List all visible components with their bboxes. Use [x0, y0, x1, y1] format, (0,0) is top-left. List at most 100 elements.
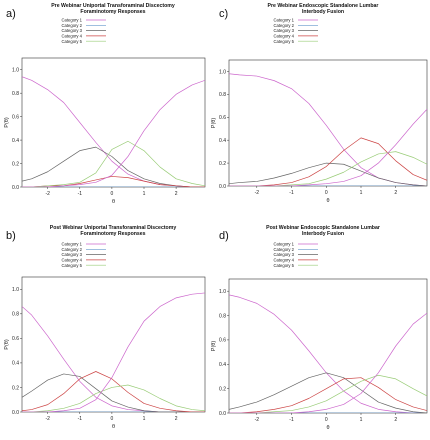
y-tick-label: 0.4: [219, 138, 226, 144]
y-tick-label: 0.6: [12, 114, 19, 120]
series-line: [22, 306, 205, 412]
series-line: [229, 73, 427, 186]
x-tick-label: -1: [78, 416, 83, 422]
chart-panel-a: a) Pre Webinar Uniportal Transforaminal …: [0, 0, 215, 220]
series-line: [22, 146, 205, 187]
chart-panel-c: c) Pre Webinar Endoscopic Standalone Lum…: [211, 0, 430, 220]
legend-label: Category 2: [274, 247, 295, 252]
legend-label: Category 1: [274, 18, 295, 23]
series-line: [229, 312, 427, 413]
x-tick-label: -1: [78, 191, 83, 197]
series-line: [229, 109, 427, 186]
y-tick-label: 0.4: [12, 361, 19, 367]
series-line: [229, 162, 427, 186]
x-axis-label: θ: [112, 199, 115, 205]
panel-title-line: Pre Webinar Uniportal Transforaminal Dis…: [51, 3, 175, 9]
x-axis-label: θ: [326, 425, 329, 431]
panel-title-line: Foraminotomy Responses: [80, 9, 146, 15]
legend-label: Category 5: [274, 263, 295, 268]
panel-title-line: Post Webinar Endoscopic Standalone Lumba…: [266, 225, 380, 231]
panel-title-line: Post Webinar Uniportal Transforaminal Di…: [49, 225, 177, 231]
x-tick-label: 1: [360, 190, 363, 196]
chart-svg: 0.0 0.2 0.4 0.6 0.8 1.0 -2 -1 0 1 2 θ P(θ) Category 1…: [4, 18, 206, 205]
y-axis-label: P(θ): [4, 117, 10, 128]
legend-label: Category 1: [62, 18, 83, 23]
y-tick-label: 0.2: [219, 386, 226, 392]
y-axis-label: P(θ): [211, 118, 217, 129]
series-line: [229, 137, 427, 186]
x-tick-label: 1: [143, 191, 146, 197]
legend-label: Category 5: [62, 39, 83, 44]
plot-frame: [21, 57, 206, 188]
plot-frame: [228, 278, 428, 414]
y-tick-label: 1.0: [219, 289, 226, 295]
y-tick-label: 0.6: [219, 338, 226, 344]
legend-label: Category 1: [274, 242, 295, 247]
legend-label: Category 4: [62, 258, 83, 263]
panel-title-line: Pre Webinar Endoscopic Standalone Lumbar: [267, 3, 379, 9]
panel-title: Post Webinar Endoscopic Standalone Lumba…: [266, 225, 380, 237]
y-tick-label: 0.8: [219, 92, 226, 98]
y-tick-label: 0.6: [12, 336, 19, 342]
y-tick-label: 1.0: [219, 69, 226, 75]
chart-svg: 0.0 0.2 0.4 0.6 0.8 1.0 -2 -1 0 1 2 θ P(θ) Category 1…: [211, 242, 428, 431]
legend-label: Category 4: [274, 34, 295, 39]
x-tick-label: -2: [255, 190, 260, 196]
series-line: [229, 377, 427, 413]
panel-letter: d): [219, 230, 229, 242]
x-axis-label: θ: [326, 198, 329, 204]
legend-label: Category 4: [274, 258, 295, 263]
y-tick-label: 1.0: [12, 68, 19, 74]
series-line: [229, 294, 427, 413]
legend-label: Category 2: [62, 247, 83, 252]
panel-letter: a): [6, 8, 16, 20]
y-tick-label: 0.0: [219, 411, 226, 417]
series-line: [22, 292, 205, 412]
x-tick-label: 2: [175, 416, 178, 422]
x-tick-label: 0: [111, 191, 114, 197]
x-tick-label: 0: [325, 190, 328, 196]
y-axis-label: P(θ): [4, 339, 10, 350]
series-line: [229, 151, 427, 186]
panel-title-line: Interbody Fusion: [301, 9, 345, 15]
x-tick-label: -2: [45, 416, 50, 422]
x-axis-label: θ: [112, 424, 115, 430]
y-tick-label: 0.0: [219, 184, 226, 190]
panel-title-line: Foraminotomy Responses: [80, 231, 146, 237]
y-tick-label: 1.0: [12, 287, 19, 293]
panel-title: Pre Webinar Endoscopic Standalone Lumbar…: [268, 3, 379, 15]
legend-label: Category 3: [274, 28, 295, 33]
panel-title: Post Webinar Uniportal Transforaminal Di…: [50, 225, 176, 237]
legend-label: Category 1: [62, 242, 83, 247]
panel-letter: c): [219, 8, 229, 20]
x-tick-label: 0: [111, 416, 114, 422]
y-axis-label: P(θ): [211, 341, 217, 352]
x-tick-label: 0: [325, 417, 328, 423]
panel-title-line: Interbody Fusion: [301, 231, 345, 237]
x-tick-label: 2: [394, 417, 397, 423]
y-tick-label: 0.4: [219, 362, 226, 368]
y-tick-label: 0.2: [219, 161, 226, 167]
legend-label: Category 3: [62, 28, 83, 33]
legend-label: Category 4: [62, 34, 83, 39]
legend-label: Category 3: [274, 252, 295, 257]
y-tick-label: 0.2: [12, 385, 19, 391]
y-tick-label: 0.8: [12, 91, 19, 97]
x-tick-label: 2: [175, 191, 178, 197]
y-tick-label: 0.4: [12, 138, 19, 144]
series-line: [229, 374, 427, 413]
x-tick-label: -1: [289, 190, 294, 196]
legend-label: Category 3: [62, 252, 83, 257]
y-tick-label: 0.6: [219, 115, 226, 121]
series-line: [22, 371, 205, 412]
plot-frame: [228, 59, 428, 187]
y-tick-label: 0.2: [12, 161, 19, 167]
y-tick-label: 0.0: [12, 185, 19, 191]
chart-panel-d: d) Post Webinar Endoscopic Standalone Lu…: [211, 220, 430, 440]
series-line: [22, 384, 205, 412]
series-line: [22, 373, 205, 412]
chart-svg: 0.0 0.2 0.4 0.6 0.8 1.0 -2 -1 0 1 2 θ P(θ) Category 1…: [4, 242, 206, 430]
x-tick-label: 1: [360, 417, 363, 423]
x-tick-label: -1: [289, 417, 294, 423]
x-tick-label: -2: [45, 191, 50, 197]
